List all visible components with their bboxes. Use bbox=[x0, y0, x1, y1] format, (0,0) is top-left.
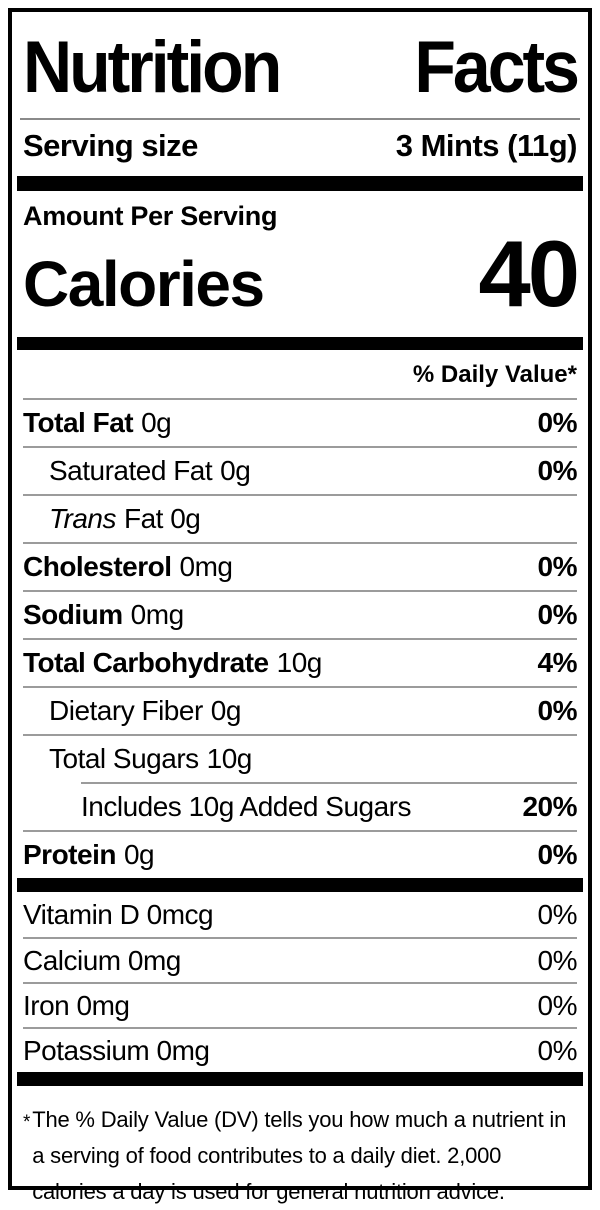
nutrient-name: Total Sugars bbox=[49, 743, 199, 774]
nutrient-dv: 0% bbox=[537, 407, 578, 438]
micronutrient-name: Vitamin D 0mcg bbox=[23, 898, 214, 930]
serving-size-row: Serving size 3 Mints (11g) bbox=[23, 120, 578, 176]
micronutrient-dv: 0% bbox=[537, 898, 578, 930]
title-word-facts: Facts bbox=[414, 26, 580, 109]
nutrient-amount: 0g bbox=[141, 407, 172, 438]
nutrient-dv: 0% bbox=[537, 839, 578, 870]
nutrient-row-sodium: Sodium 0mg 0% bbox=[23, 590, 578, 638]
nutrient-row-total-fat: Total Fat 0g 0% bbox=[23, 398, 578, 446]
nutrient-amount: 0g bbox=[220, 455, 251, 486]
micronutrient-name: Potassium 0mg bbox=[23, 1034, 210, 1066]
nutrient-dv: 20% bbox=[522, 791, 577, 822]
nutrient-row-dietary-fiber: Dietary Fiber 0g 0% bbox=[23, 686, 578, 734]
nutrient-dv: 0% bbox=[537, 551, 578, 582]
nutrient-row-total-carbohydrate: Total Carbohydrate 10g 4% bbox=[23, 638, 578, 686]
nutrient-amount: Fat 0g bbox=[124, 503, 201, 534]
micronutrient-row-vitamin-d: Vitamin D 0mcg 0% bbox=[23, 892, 578, 937]
nutrient-name: Saturated Fat bbox=[49, 455, 213, 486]
footnote-asterisk: * bbox=[23, 1112, 31, 1133]
nutrient-amount: 0mg bbox=[179, 551, 233, 582]
micronutrient-name: Iron 0mg bbox=[23, 989, 130, 1021]
serving-size-value: 3 Mints (11g) bbox=[395, 128, 578, 163]
micronutrient-dv: 0% bbox=[537, 1034, 578, 1066]
nutrient-name: Trans bbox=[49, 503, 117, 534]
micronutrient-row-iron: Iron 0mg 0% bbox=[23, 982, 578, 1027]
calories-label: Calories bbox=[23, 248, 265, 320]
section-bar-top bbox=[17, 176, 583, 191]
nutrient-name: Includes 10g Added Sugars bbox=[81, 791, 411, 822]
nutrient-row-protein: Protein 0g 0% bbox=[23, 830, 578, 878]
nutrient-amount: 0g bbox=[210, 695, 242, 726]
title-word-nutrition: Nutrition bbox=[23, 26, 282, 109]
micronutrient-row-potassium: Potassium 0mg 0% bbox=[23, 1027, 578, 1072]
micronutrient-row-calcium: Calcium 0mg 0% bbox=[23, 937, 578, 982]
daily-value-header: % Daily Value* bbox=[412, 361, 577, 388]
nutrient-dv: 0% bbox=[537, 599, 578, 630]
nutrient-name: Cholesterol bbox=[23, 551, 172, 582]
amount-per-serving-label: Amount Per Serving bbox=[23, 201, 278, 231]
nutrient-row-saturated-fat: Saturated Fat 0g 0% bbox=[23, 446, 578, 494]
label-title: Nutrition Facts bbox=[23, 24, 580, 110]
serving-size-label: Serving size bbox=[23, 128, 198, 163]
nutrient-dv: 0% bbox=[537, 695, 578, 726]
nutrient-name: Total Carbohydrate bbox=[23, 647, 269, 678]
nutrition-facts-label: Nutrition Facts Serving size 3 Mints (11… bbox=[8, 8, 592, 1204]
calories-row: Calories 40 bbox=[23, 221, 580, 326]
nutrient-amount: 10g bbox=[276, 647, 323, 678]
nutrient-dv: 0% bbox=[537, 455, 578, 486]
section-bar-calories bbox=[17, 337, 583, 350]
nutrient-row-total-sugars: Total Sugars 10g bbox=[23, 734, 577, 782]
micronutrient-dv: 0% bbox=[537, 944, 578, 976]
nutrient-amount: 0mg bbox=[130, 599, 184, 630]
title-divider bbox=[20, 118, 580, 120]
nutrient-name: Total Fat bbox=[23, 407, 134, 438]
nutrient-name: Protein bbox=[23, 839, 116, 870]
footnote-text: The % Daily Value (DV) tells you how muc… bbox=[32, 1107, 567, 1204]
footnote: * The % Daily Value (DV) tells you how m… bbox=[23, 1086, 577, 1210]
micronutrient-name: Calcium 0mg bbox=[23, 944, 181, 976]
nutrient-row-added-sugars: Includes 10g Added Sugars 20% bbox=[81, 782, 577, 830]
nutrient-name: Dietary Fiber bbox=[49, 695, 203, 726]
calories-value: 40 bbox=[478, 221, 580, 326]
nutrient-row-trans-fat: Trans Fat 0g bbox=[23, 494, 577, 542]
section-bar-footnote bbox=[17, 1072, 583, 1086]
micronutrient-dv: 0% bbox=[537, 989, 578, 1021]
nutrient-amount: 0g bbox=[123, 839, 155, 870]
nutrient-amount: 10g bbox=[206, 743, 253, 774]
nutrient-dv: 4% bbox=[537, 647, 578, 678]
nutrient-name: Sodium bbox=[23, 599, 123, 630]
section-bar-micronutrients bbox=[17, 878, 583, 892]
nutrient-row-cholesterol: Cholesterol 0mg 0% bbox=[23, 542, 578, 590]
